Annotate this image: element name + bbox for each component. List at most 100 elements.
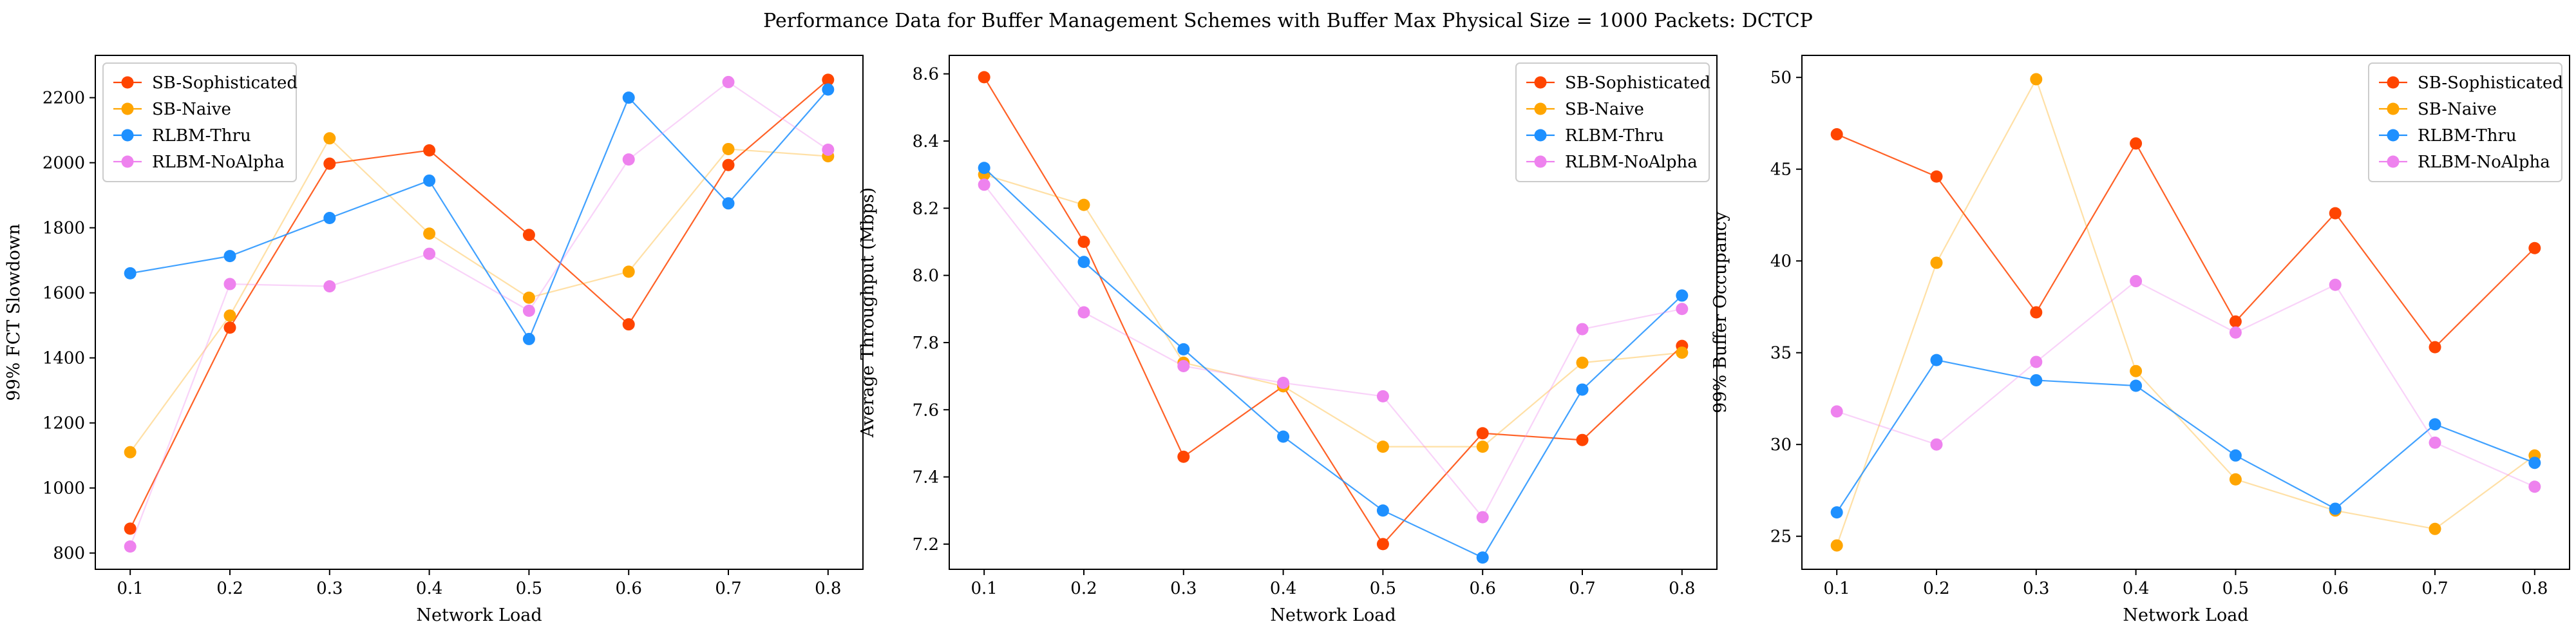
legend: SB-Sophisticated SB-Naive RLBM-Thru RLBM-No… (1515, 62, 1710, 182)
data-point-rlbm-thru (1376, 504, 1389, 517)
series-line-rlbm-thru (1836, 359, 2535, 513)
data-point-sb-naive (2130, 365, 2143, 377)
data-point-rlbm-thru (2030, 374, 2043, 386)
data-point-rlbm-thru (722, 197, 735, 210)
x-tick-label: 0.6 (1470, 579, 1496, 598)
legend-label: SB-Naive (1565, 100, 1644, 119)
data-point-rlbm-thru (1277, 430, 1290, 443)
data-point-rlbm-thru (1930, 354, 1943, 366)
data-point-sb-naive (1676, 346, 1689, 359)
y-tick-label: 1000 (43, 479, 85, 498)
legend-marker (121, 155, 134, 168)
data-point-rlbm-thru (124, 267, 137, 279)
x-axis-label: Network Load (416, 605, 542, 625)
data-point-sb-naive (1830, 539, 1843, 552)
legend-label: SB-Sophisticated (152, 73, 298, 93)
data-point-sb-naive (2030, 73, 2043, 86)
data-point-rlbm-noalpha (1376, 390, 1389, 402)
data-point-rlbm-noalpha (124, 540, 137, 553)
x-tick-label: 0.4 (416, 579, 442, 598)
legend-label: SB-Naive (2418, 100, 2497, 119)
legend-label: RLBM-Thru (2418, 126, 2517, 146)
y-tick-label: 1200 (43, 414, 85, 433)
legend-marker (2387, 155, 2400, 168)
series-line-sb-naive (983, 174, 1682, 448)
data-point-rlbm-thru (522, 332, 535, 345)
legend-marker (2387, 102, 2400, 115)
y-tick-label: 1600 (43, 284, 85, 303)
data-point-sb-sophisticated (2329, 207, 2342, 220)
series-line-sb-sophisticated (983, 77, 1683, 545)
data-point-sb-sophisticated (124, 522, 137, 535)
y-axis-label: 99% Buffer Occupancy (1710, 211, 1730, 413)
data-point-rlbm-thru (2329, 502, 2342, 515)
y-tick-label: 40 (1770, 252, 1792, 271)
legend-label: SB-Naive (152, 100, 231, 119)
data-point-rlbm-noalpha (1177, 359, 1190, 372)
data-point-sb-naive (1930, 256, 1943, 269)
series-line-rlbm-noalpha (129, 81, 829, 547)
legend: SB-Sophisticated SB-Naive RLBM-Thru RLBM-No… (102, 62, 298, 182)
data-point-sb-sophisticated (1476, 427, 1489, 440)
x-tick-label: 0.7 (1569, 579, 1595, 598)
data-point-rlbm-noalpha (2429, 436, 2441, 449)
chart-panel-3: 0.1 0.2 0.3 0.4 0.5 0.6 0.7 0.8 25 30 35 40 45 50 Netw… (1710, 55, 2570, 625)
data-point-sb-sophisticated (522, 229, 535, 242)
data-point-rlbm-thru (622, 91, 635, 104)
x-tick-label: 0.7 (2421, 579, 2448, 598)
legend: SB-Sophisticated SB-Naive RLBM-Thru RLBM-No… (2368, 62, 2563, 182)
y-tick-label: 2200 (43, 89, 85, 108)
legend-marker (1534, 102, 1547, 115)
data-point-rlbm-noalpha (2528, 480, 2541, 493)
x-tick-label: 0.4 (1270, 579, 1296, 598)
y-tick-label: 1800 (43, 219, 85, 238)
data-point-sb-naive (1576, 356, 1589, 369)
data-point-rlbm-noalpha (1576, 323, 1589, 336)
data-point-sb-naive (522, 291, 535, 304)
y-tick-label: 8.0 (913, 267, 939, 286)
x-tick-label: 0.2 (216, 579, 243, 598)
data-point-rlbm-thru (1077, 256, 1090, 269)
legend-box (2368, 62, 2562, 182)
series-line-sb-naive (1836, 77, 2535, 546)
legend-marker (1534, 129, 1547, 142)
figure-title: Performance Data for Buffer Management S… (763, 10, 1813, 32)
y-tick-label: 800 (53, 544, 85, 564)
data-point-rlbm-noalpha (323, 280, 336, 293)
plot-frame (1801, 55, 2570, 570)
data-point-rlbm-noalpha (423, 247, 436, 260)
data-point-rlbm-noalpha (1676, 303, 1689, 316)
data-point-rlbm-thru (2130, 379, 2143, 392)
data-point-rlbm-thru (2528, 457, 2541, 469)
data-point-rlbm-noalpha (978, 178, 990, 191)
x-tick-label: 0.4 (2123, 579, 2149, 598)
y-tick-label: 45 (1770, 160, 1792, 180)
data-point-rlbm-noalpha (1476, 511, 1489, 524)
data-point-sb-sophisticated (2030, 306, 2043, 319)
x-axis-label: Network Load (1270, 605, 1396, 625)
data-point-rlbm-noalpha (1930, 438, 1943, 451)
x-tick-label: 0.2 (1070, 579, 1097, 598)
y-axis-label: Average Throughput (Mbps) (858, 187, 878, 438)
legend-label: RLBM-NoAlpha (1565, 153, 1698, 172)
legend-label: RLBM-Thru (1565, 126, 1664, 146)
data-point-sb-naive (722, 142, 735, 155)
x-tick-label: 0.7 (715, 579, 741, 598)
series-line-sb-naive (129, 137, 828, 453)
series-line-rlbm-thru (129, 89, 829, 341)
legend-marker (121, 102, 134, 115)
legend-marker (2387, 76, 2400, 89)
data-point-rlbm-noalpha (223, 278, 236, 290)
x-tick-label: 0.2 (1923, 579, 1949, 598)
data-point-rlbm-thru (2229, 449, 2242, 462)
data-point-sb-naive (2429, 522, 2441, 535)
data-point-sb-sophisticated (2429, 341, 2441, 354)
data-point-rlbm-noalpha (622, 153, 635, 166)
data-point-rlbm-thru (1576, 383, 1589, 396)
data-point-rlbm-noalpha (2030, 355, 2043, 368)
legend-label: SB-Sophisticated (1565, 73, 1710, 93)
x-tick-label: 0.1 (117, 579, 144, 598)
legend-marker (1534, 76, 1547, 89)
y-tick-label: 8.4 (913, 132, 939, 151)
data-point-sb-sophisticated (1930, 170, 1943, 183)
